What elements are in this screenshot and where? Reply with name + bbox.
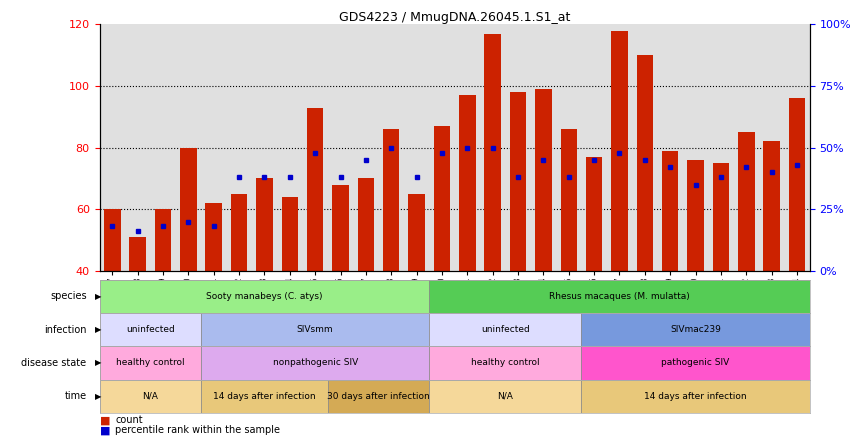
Bar [155,209,171,271]
Text: count: count [115,416,143,425]
Text: N/A: N/A [142,392,158,401]
Bar [430,280,810,313]
Bar [383,129,399,271]
Bar [430,313,581,346]
Bar [100,346,201,380]
Bar [713,163,729,271]
Bar [581,380,810,413]
Bar [231,194,248,271]
Bar [100,380,201,413]
Text: time: time [64,391,87,401]
Bar [409,194,425,271]
Text: pathogenic SIV: pathogenic SIV [662,358,730,368]
Bar [560,129,577,271]
Text: uninfected: uninfected [481,325,530,334]
Bar [510,92,527,271]
Bar [430,346,581,380]
Bar [201,313,430,346]
Bar [333,185,349,271]
Text: disease state: disease state [22,358,87,368]
Bar [201,346,430,380]
Bar [738,132,754,271]
Bar [789,99,805,271]
Text: species: species [50,291,87,301]
Bar [100,313,201,346]
Text: nonpathogenic SIV: nonpathogenic SIV [273,358,358,368]
Bar [611,31,628,271]
Text: N/A: N/A [497,392,514,401]
Bar [581,313,810,346]
Bar [581,346,810,380]
Bar [281,197,298,271]
Text: 14 days after infection: 14 days after infection [644,392,746,401]
Text: 14 days after infection: 14 days after infection [213,392,316,401]
Bar [459,95,475,271]
Text: ▶: ▶ [95,325,102,334]
Bar [535,89,552,271]
Text: percentile rank within the sample: percentile rank within the sample [115,425,281,435]
Text: SIVsmm: SIVsmm [297,325,333,334]
Bar [328,380,430,413]
Bar [358,178,374,271]
Bar [104,209,120,271]
Bar [484,34,501,271]
Text: SIVmac239: SIVmac239 [670,325,721,334]
Text: Rhesus macaques (M. mulatta): Rhesus macaques (M. mulatta) [549,292,690,301]
Bar [434,126,450,271]
Bar [637,55,653,271]
Bar [256,178,273,271]
Text: healthy control: healthy control [116,358,184,368]
Bar [201,380,328,413]
Text: ▶: ▶ [95,358,102,368]
Text: 30 days after infection: 30 days after infection [327,392,430,401]
Text: GDS4223 / MmugDNA.26045.1.S1_at: GDS4223 / MmugDNA.26045.1.S1_at [339,11,571,24]
Bar [205,203,222,271]
Text: healthy control: healthy control [471,358,540,368]
Text: ■: ■ [100,425,110,435]
Text: ▶: ▶ [95,292,102,301]
Text: ■: ■ [100,416,110,425]
Bar [180,148,197,271]
Text: Sooty manabeys (C. atys): Sooty manabeys (C. atys) [206,292,323,301]
Bar [100,280,430,313]
Bar [307,107,323,271]
Bar [430,380,581,413]
Bar [688,160,704,271]
Text: uninfected: uninfected [126,325,175,334]
Bar [662,151,678,271]
Bar [129,237,145,271]
Bar [764,142,780,271]
Bar [586,157,603,271]
Text: ▶: ▶ [95,392,102,401]
Text: infection: infection [44,325,87,335]
